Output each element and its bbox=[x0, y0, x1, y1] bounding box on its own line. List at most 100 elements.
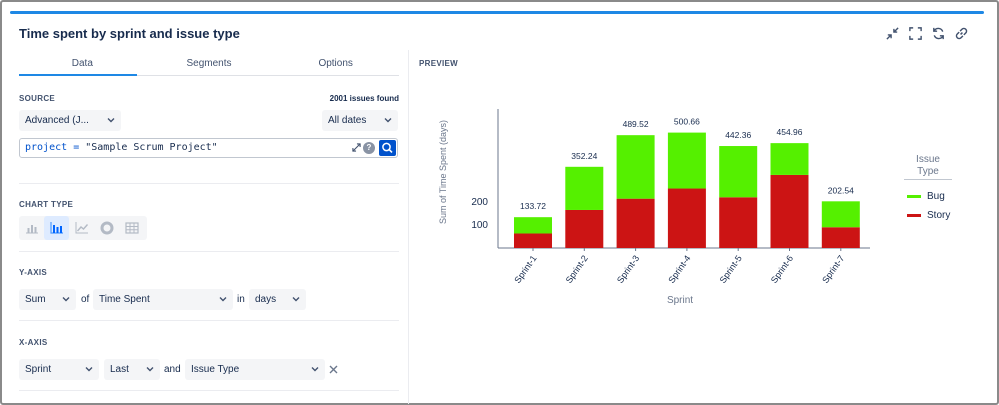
y-axis-title: Sum of Time Spent (days) bbox=[438, 120, 448, 224]
bar-segment-bug[interactable] bbox=[565, 166, 604, 210]
active-tab-indicator bbox=[19, 74, 137, 76]
x-field-select[interactable]: Sprint bbox=[19, 359, 99, 380]
chevron-down-icon bbox=[85, 367, 93, 372]
legend-label: Bug bbox=[927, 191, 945, 202]
tab-data[interactable]: Data bbox=[71, 58, 93, 69]
of-text: of bbox=[81, 294, 90, 305]
bar-segment-story[interactable] bbox=[616, 198, 655, 248]
stacked-bar-chart-icon[interactable] bbox=[44, 216, 69, 240]
source-mode-select[interactable]: Advanced (J... bbox=[19, 110, 121, 131]
source-mode-value: Advanced (J... bbox=[25, 115, 89, 126]
x-axis-title: Sprint bbox=[667, 295, 693, 306]
x-range-select[interactable]: Last bbox=[104, 359, 160, 380]
minimize-icon[interactable] bbox=[885, 26, 900, 41]
config-panel: Data Segments Options SOURCE 2001 issues… bbox=[19, 50, 399, 391]
chevron-down-icon bbox=[107, 118, 115, 123]
and-text: and bbox=[164, 364, 181, 375]
date-range-select[interactable]: All dates bbox=[322, 110, 398, 131]
x-field-value: Sprint bbox=[25, 364, 52, 375]
legend-item-bug[interactable]: Bug bbox=[904, 187, 952, 206]
chart-legend: Issue Type Bug Story bbox=[904, 154, 952, 225]
bar-segment-bug[interactable] bbox=[616, 135, 655, 199]
bar-total-label: 489.52 bbox=[623, 119, 649, 129]
section-divider bbox=[19, 251, 399, 252]
chevron-down-icon bbox=[384, 118, 392, 123]
issues-found-count: 2001 issues found bbox=[329, 94, 399, 103]
y-aggregation-value: Sum bbox=[25, 294, 46, 305]
chevron-down-icon bbox=[311, 367, 319, 372]
x-tick-label: Sprint-6 bbox=[769, 253, 795, 285]
bar-total-label: 352.24 bbox=[571, 151, 597, 161]
fullscreen-icon[interactable] bbox=[908, 26, 923, 41]
preview-label: PREVIEW bbox=[419, 59, 458, 68]
section-divider bbox=[19, 320, 399, 321]
y-field-value: Time Spent bbox=[99, 294, 150, 305]
legend-divider bbox=[904, 179, 952, 180]
search-icon[interactable] bbox=[379, 140, 396, 156]
x-tick-label: Sprint-1 bbox=[512, 253, 538, 285]
bar-segment-bug[interactable] bbox=[719, 146, 758, 198]
pie-chart-icon[interactable] bbox=[94, 216, 119, 240]
x-group-value: Issue Type bbox=[191, 364, 240, 375]
bar-chart-icon[interactable] bbox=[19, 216, 44, 240]
legend-swatch bbox=[907, 195, 921, 198]
y-unit-value: days bbox=[255, 294, 277, 305]
bar-segment-bug[interactable] bbox=[770, 143, 809, 175]
bar-total-label: 442.36 bbox=[725, 130, 751, 140]
table-icon[interactable] bbox=[119, 216, 144, 240]
y-aggregation-select[interactable]: Sum bbox=[19, 289, 76, 310]
line-chart-icon[interactable] bbox=[69, 216, 94, 240]
x-tick-label: Sprint-3 bbox=[615, 253, 641, 285]
query-field: project bbox=[25, 142, 68, 153]
y-unit-select[interactable]: days bbox=[249, 289, 306, 310]
bar-total-label: 454.96 bbox=[777, 127, 803, 137]
gadget-accent-bar bbox=[10, 11, 984, 14]
bar-segment-story[interactable] bbox=[821, 227, 860, 248]
bar-total-label: 133.72 bbox=[520, 201, 546, 211]
remove-group-icon[interactable] bbox=[329, 365, 338, 374]
bar-segment-bug[interactable] bbox=[667, 132, 706, 189]
legend-item-story[interactable]: Story bbox=[904, 206, 952, 225]
bar-segment-story[interactable] bbox=[667, 188, 706, 248]
in-text: in bbox=[237, 294, 245, 305]
section-divider bbox=[19, 183, 399, 184]
query-operator: = bbox=[73, 142, 80, 153]
bar-total-label: 500.66 bbox=[674, 117, 700, 127]
legend-title: Issue Type bbox=[916, 154, 940, 177]
y-field-select[interactable]: Time Spent bbox=[93, 289, 233, 310]
link-icon[interactable] bbox=[954, 26, 969, 41]
bar-total-label: 202.54 bbox=[828, 185, 854, 195]
gadget-title: Time spent by sprint and issue type bbox=[19, 26, 240, 41]
bar-segment-story[interactable] bbox=[719, 197, 758, 248]
stacked-bar-chart: Sum of Time Spent (days) Sprint 100 200 13… bbox=[438, 109, 870, 306]
chevron-down-icon bbox=[219, 297, 227, 302]
legend-label: Story bbox=[927, 210, 951, 221]
chevron-down-icon bbox=[292, 297, 300, 302]
bar-segment-bug[interactable] bbox=[514, 217, 552, 234]
x-axis-label: X-AXIS bbox=[19, 338, 48, 347]
x-tick-label: Sprint-4 bbox=[666, 253, 692, 285]
header-actions bbox=[885, 26, 969, 41]
bar-segment-story[interactable] bbox=[514, 233, 552, 248]
x-group-select[interactable]: Issue Type bbox=[185, 359, 325, 380]
refresh-icon[interactable] bbox=[931, 26, 946, 41]
tab-options[interactable]: Options bbox=[318, 58, 353, 69]
query-value: "Sample Scrum Project" bbox=[85, 142, 218, 153]
y-tick-label: 200 bbox=[471, 197, 488, 208]
chevron-down-icon bbox=[146, 367, 154, 372]
tab-segments[interactable]: Segments bbox=[186, 58, 232, 69]
x-range-value: Last bbox=[110, 364, 129, 375]
source-label: SOURCE bbox=[19, 94, 56, 103]
date-range-value: All dates bbox=[328, 115, 367, 126]
jql-query-input[interactable]: project = "Sample Scrum Project" ? bbox=[19, 138, 398, 158]
chart-type-picker bbox=[19, 216, 147, 240]
bar-segment-bug[interactable] bbox=[821, 201, 860, 228]
expand-icon[interactable] bbox=[352, 143, 361, 152]
bar-segment-story[interactable] bbox=[565, 209, 604, 248]
bar-segment-story[interactable] bbox=[770, 174, 809, 248]
chart-type-label: CHART TYPE bbox=[19, 200, 74, 209]
help-icon[interactable]: ? bbox=[363, 142, 375, 154]
panel-divider bbox=[408, 50, 409, 404]
config-tabs: Data Segments Options bbox=[19, 50, 399, 76]
